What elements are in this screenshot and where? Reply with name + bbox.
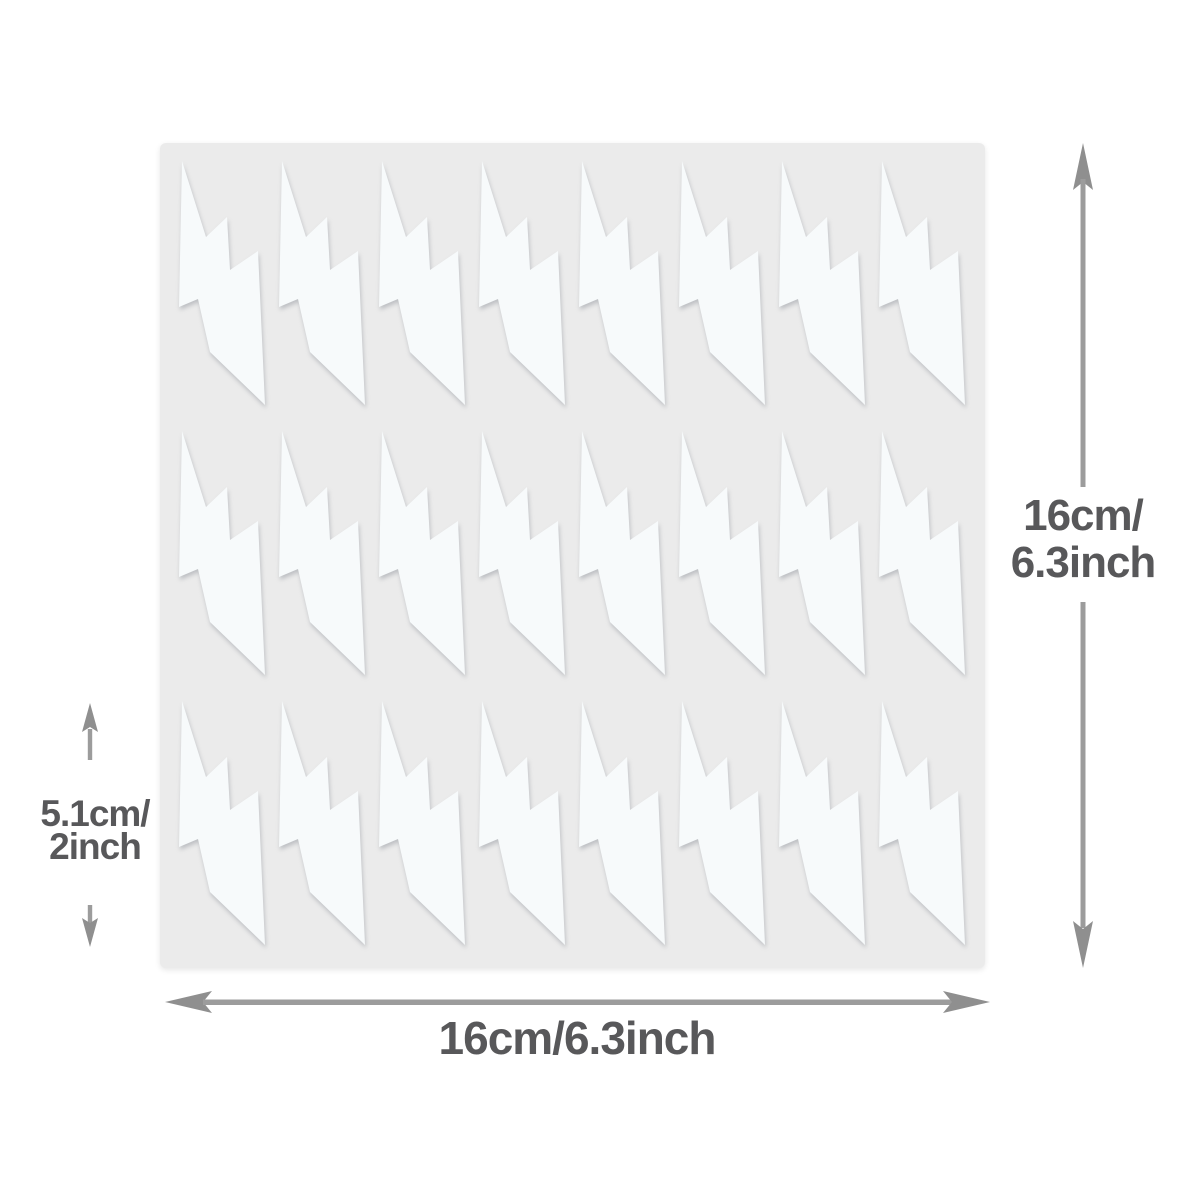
sticker-height-dimension-arrow [82,703,98,947]
arrow-up-icon [82,703,98,732]
lightning-bolt-sticker [679,161,765,405]
lightning-bolt-sticker [479,161,565,405]
height-dimension-arrow [1073,143,1093,968]
width-dimension-arrow [165,991,990,1013]
lightning-bolt-shape [679,161,765,405]
lightning-bolt-sticker [879,161,965,405]
lightning-bolt-shape [779,161,865,405]
lightning-bolt-sticker [679,431,765,675]
sticker-grid [160,143,985,968]
lightning-bolt-sticker [679,701,765,945]
lightning-bolt-sticker [279,701,365,945]
lightning-bolt-sticker [879,431,965,675]
sheet-height-label-line2: 6.3inch [1010,538,1157,587]
lightning-bolt-sticker [779,161,865,405]
lightning-bolt-sticker [379,701,465,945]
arrow-shaft [203,999,952,1005]
lightning-bolt-shape [279,431,365,675]
lightning-bolt-shape [379,701,465,945]
lightning-bolt-shape [879,431,965,675]
lightning-bolt-sticker [379,161,465,405]
lightning-bolt-sticker [179,701,265,945]
lightning-bolt-sticker [479,431,565,675]
arrow-right-icon [943,991,990,1013]
lightning-bolt-shape [279,701,365,945]
lightning-bolt-shape [279,161,365,405]
lightning-bolt-sticker [579,431,665,675]
lightning-bolt-shape [779,701,865,945]
arrow-down-icon [1073,921,1093,968]
lightning-bolt-shape [479,431,565,675]
lightning-bolt-shape [179,701,265,945]
lightning-bolt-sticker [179,431,265,675]
sticker-sheet [160,143,985,968]
lightning-bolt-shape [879,701,965,945]
sheet-width-label: 16cm/6.3inch [438,1012,717,1064]
lightning-bolt-shape [679,701,765,945]
lightning-bolt-shape [479,701,565,945]
arrow-left-icon [165,991,212,1013]
lightning-bolt-shape [579,431,665,675]
lightning-bolt-sticker [779,701,865,945]
lightning-bolt-shape [379,431,465,675]
lightning-bolt-shape [779,431,865,675]
sticker-height-label-line1: 5.1cm/ [40,793,150,834]
arrow-down-icon [82,918,98,947]
lightning-bolt-sticker [879,701,965,945]
lightning-bolt-shape [579,701,665,945]
lightning-bolt-sticker [279,431,365,675]
lightning-bolt-sticker [279,161,365,405]
lightning-bolt-sticker [479,701,565,945]
lightning-bolt-shape [179,431,265,675]
lightning-bolt-sticker [379,431,465,675]
sheet-height-label: 16cm/ 6.3inch [995,492,1171,586]
lightning-bolt-sticker [179,161,265,405]
arrow-shaft [1080,602,1086,928]
sheet-height-label-line1: 16cm/ [1023,491,1144,540]
lightning-bolt-shape [579,161,665,405]
lightning-bolt-shape [179,161,265,405]
lightning-bolt-shape [479,161,565,405]
sticker-height-label: 5.1cm/ 2inch [10,793,180,867]
arrow-shaft [1080,179,1086,487]
arrow-up-icon [1073,143,1093,190]
lightning-bolt-sticker [579,701,665,945]
arrow-shaft [87,729,93,760]
lightning-bolt-sticker [579,161,665,405]
sticker-height-label-line2: 2inch [49,826,142,867]
arrow-shaft [87,905,93,936]
lightning-bolt-shape [379,161,465,405]
lightning-bolt-shape [879,161,965,405]
lightning-bolt-shape [679,431,765,675]
lightning-bolt-sticker [779,431,865,675]
